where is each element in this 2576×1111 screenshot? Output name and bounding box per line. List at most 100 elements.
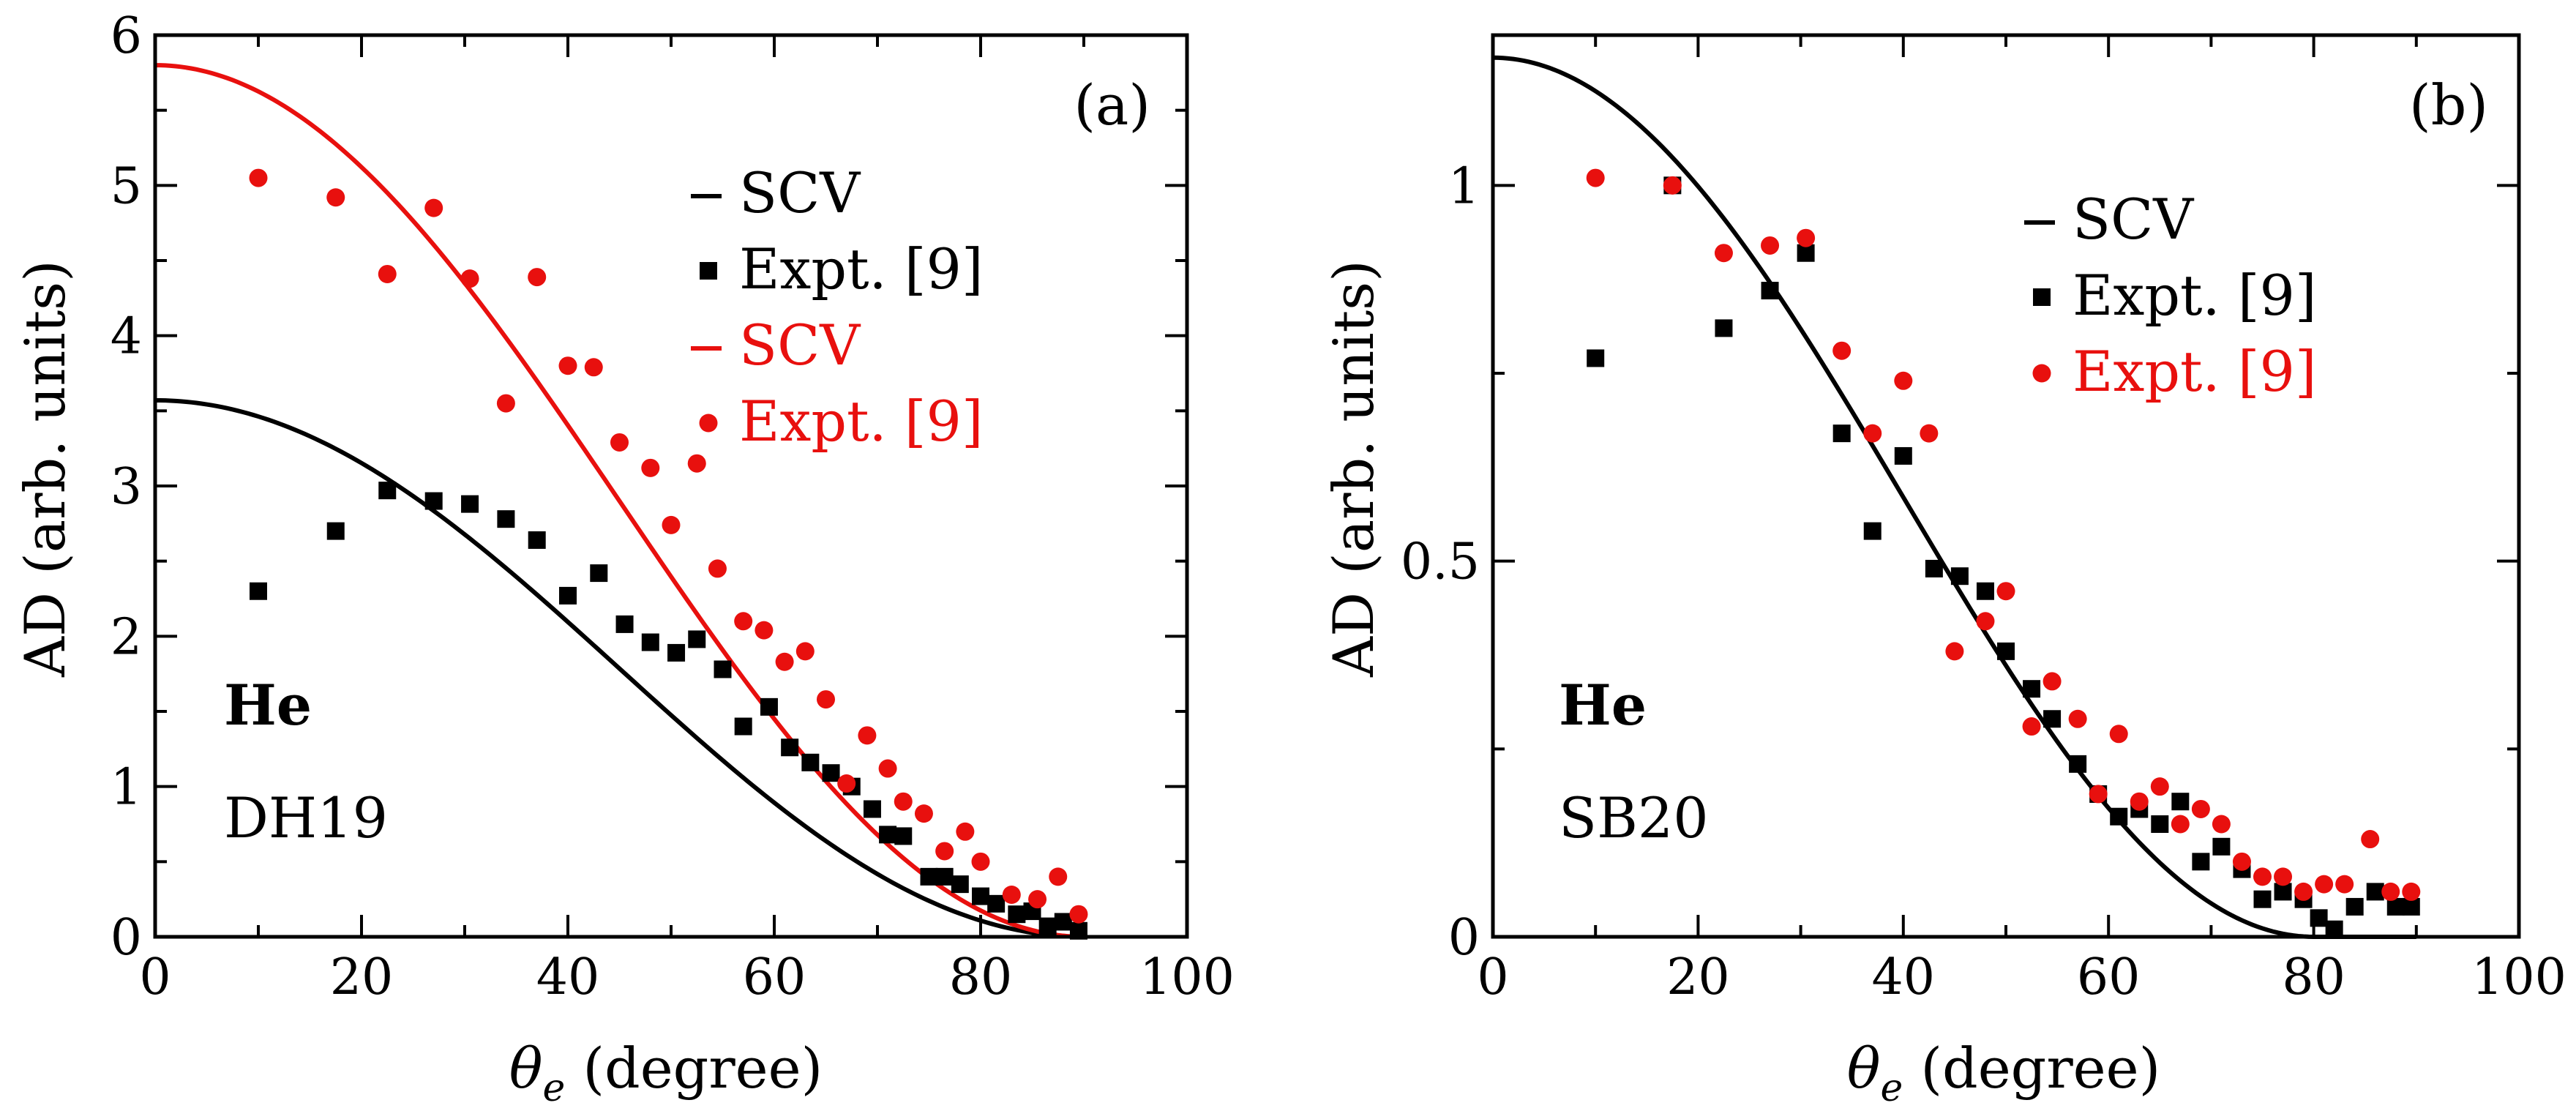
x-tick-label: 20: [1666, 949, 1730, 1006]
data-point-square: [688, 630, 706, 648]
data-point-square: [781, 738, 799, 757]
panel-b-label: (b): [2409, 72, 2488, 138]
data-point-circle: [1894, 371, 1913, 390]
data-point-square: [879, 826, 897, 844]
data-point-circle: [2130, 792, 2149, 811]
data-point-square: [972, 887, 989, 905]
data-point-circle: [558, 356, 577, 375]
data-point-square: [590, 564, 608, 583]
legend-label: Expt. [9]: [739, 236, 984, 302]
panel-a-annotation-sub: DH19: [224, 785, 388, 850]
data-point-circle: [2191, 799, 2210, 818]
x-tick-label: 0: [139, 949, 171, 1006]
legend-square-swatch: [2033, 288, 2051, 306]
data-point-square: [424, 492, 443, 510]
data-point-square: [1894, 446, 1912, 465]
data-point-circle: [2150, 777, 2169, 796]
data-point-square: [1587, 349, 1605, 367]
data-point-square: [863, 800, 881, 818]
data-point-square: [615, 615, 634, 633]
legend-circle-swatch: [2032, 364, 2051, 383]
data-point-circle: [2315, 875, 2334, 894]
data-point-circle: [2171, 815, 2190, 834]
data-point-circle: [914, 804, 933, 823]
data-point-square: [1038, 917, 1057, 935]
panel-b-ticks: 0 20 40 60 80 100 0 0.5 1: [1401, 35, 2566, 1006]
data-point-square: [378, 482, 397, 500]
data-point-square: [801, 753, 820, 771]
data-point-circle: [2381, 882, 2400, 901]
data-point-square: [2110, 807, 2128, 826]
data-point-circle: [249, 168, 268, 187]
data-point-circle: [460, 269, 479, 288]
data-point-square: [935, 867, 954, 886]
data-point-circle: [734, 612, 753, 631]
data-point-circle: [2253, 867, 2272, 886]
data-point-circle: [687, 454, 706, 473]
data-point-circle: [775, 652, 794, 671]
data-point-square: [2069, 755, 2087, 773]
panel-a-markers: [249, 168, 1088, 940]
data-point-circle: [2335, 875, 2354, 894]
y-tick-label: 6: [111, 7, 142, 65]
panel-a-y-axis-label: AD (arb. units): [12, 260, 78, 678]
data-point-circle: [2089, 785, 2108, 804]
y-tick-label: 0.5: [1401, 534, 1480, 591]
data-point-square: [559, 586, 577, 605]
data-point-circle: [878, 759, 897, 778]
data-point-circle: [2022, 717, 2041, 736]
data-point-square: [920, 867, 938, 886]
legend-label: SCV: [739, 160, 861, 225]
data-point-circle: [1069, 905, 1088, 924]
data-point-circle: [326, 188, 345, 207]
panel-b-plot-frame: [1491, 33, 2521, 939]
data-point-square: [1925, 559, 1943, 577]
x-tick-label: 0: [1477, 949, 1508, 1006]
data-point-circle: [755, 621, 774, 640]
data-point-circle: [2361, 830, 2380, 849]
panel-a-x-axis-label: θe (degree): [509, 1036, 823, 1110]
data-point-circle: [1002, 886, 1021, 905]
panel-b-legend: SCV Expt. [9] Expt. [9]: [2024, 187, 2317, 404]
data-point-square: [667, 643, 686, 662]
data-point-square: [250, 582, 267, 600]
data-point-circle: [837, 774, 856, 793]
data-point-square: [528, 531, 546, 549]
data-point-circle: [1920, 424, 1939, 443]
data-point-square: [2310, 909, 2328, 927]
data-point-circle: [1945, 642, 1964, 661]
data-point-circle: [610, 433, 629, 452]
data-point-circle: [708, 559, 727, 578]
legend-label: SCV: [739, 313, 861, 378]
data-point-square: [2151, 815, 2169, 833]
legend-label: Expt. [9]: [739, 389, 984, 454]
data-point-square: [2212, 837, 2231, 856]
data-point-square: [1976, 582, 1994, 600]
legend-label: SCV: [2073, 187, 2194, 252]
data-point-square: [951, 875, 969, 894]
data-point-circle: [1996, 582, 2015, 601]
data-point-circle: [378, 264, 397, 283]
panel-b-x-axis-label: θe (degree): [1847, 1036, 2161, 1110]
data-point-square: [2023, 680, 2041, 698]
data-point-circle: [971, 852, 990, 871]
panel-b: 0 20 40 60 80 100 0 0.5 1 (b) θe (degree) AD (ar…: [1321, 33, 2566, 1110]
data-point-square: [1832, 424, 1851, 443]
panel-a: 0 20 40 60 80 100 0 1 2 3 4 5 6 (a) θe (degree) AD (…: [12, 7, 1235, 1110]
y-tick-label: 3: [111, 458, 142, 516]
data-point-circle: [2043, 672, 2062, 691]
data-point-square: [714, 660, 732, 678]
data-point-square: [822, 764, 840, 782]
data-point-circle: [1863, 424, 1882, 443]
data-point-circle: [1049, 867, 1068, 886]
data-point-square: [894, 827, 913, 845]
data-point-circle: [528, 268, 547, 287]
x-tick-label: 80: [949, 949, 1013, 1006]
legend-square-swatch: [700, 262, 717, 280]
data-point-circle: [956, 822, 975, 841]
data-point-square: [326, 522, 345, 540]
panel-b-annotation-sub: SB20: [1559, 785, 1709, 850]
data-point-circle: [2274, 867, 2293, 886]
panel-b-annotation-title: He: [1559, 673, 1647, 738]
y-tick-label: 0: [1448, 909, 1480, 967]
